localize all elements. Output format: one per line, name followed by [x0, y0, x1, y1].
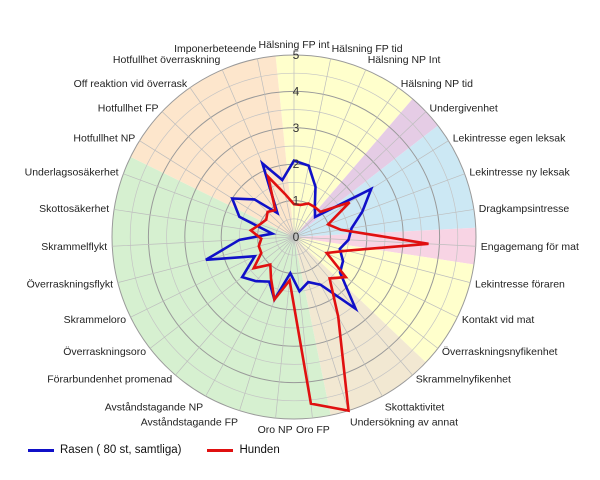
- spoke-30: [257, 58, 295, 238]
- sector-background-0: [275, 55, 413, 238]
- spoke-20: [149, 236, 295, 349]
- spoke-7: [293, 209, 474, 238]
- category-label-24: Skottosäkerhet: [39, 203, 109, 215]
- category-label-20: Överraskningsoro: [63, 346, 146, 358]
- category-label-29: Hotfullhet överraskning: [113, 54, 221, 66]
- category-label-22: Överraskningsflykt: [27, 278, 113, 290]
- spoke-14: [293, 236, 349, 411]
- sector-background-2: [294, 125, 476, 237]
- category-label-3: Hälsning NP tid: [401, 78, 473, 90]
- legend: Rasen ( 80 st, samtliga) Hunden: [28, 444, 280, 456]
- category-label-5: Lekintresse egen leksak: [453, 133, 566, 145]
- spoke-25: [123, 173, 295, 238]
- category-label-30: Imponerbeteende: [174, 43, 256, 55]
- tick-label-0: 0: [293, 230, 300, 244]
- series-line-0: [205, 159, 374, 313]
- category-label-26: Hotfullhet NP: [73, 133, 135, 145]
- tick-label-4: 4: [293, 84, 300, 98]
- category-label-7: Dragkampsintresse: [479, 203, 570, 215]
- category-label-19: Förarbundenhet promenad: [47, 373, 172, 385]
- category-label-4: Undergivenhet: [430, 103, 498, 115]
- category-label-28: Off reaktion vid överrask: [74, 78, 188, 90]
- tick-label-3: 3: [293, 121, 300, 135]
- spoke-24: [114, 209, 295, 238]
- category-label-0: Hälsning FP int: [258, 39, 329, 51]
- legend-item-hunden: Hunden: [207, 444, 280, 456]
- tick-label-1: 1: [293, 194, 300, 208]
- category-label-2: Hälsning NP Int: [368, 54, 441, 66]
- spoke-26: [139, 140, 295, 238]
- category-label-27: Hotfullhet FP: [98, 103, 159, 115]
- category-label-14: Undersökning av annat: [350, 416, 458, 428]
- category-label-6: Lekintresse ny leksak: [469, 167, 570, 179]
- spoke-18: [205, 236, 295, 397]
- series-line-1: [248, 172, 429, 413]
- category-label-9: Lekintresse föraren: [475, 278, 565, 290]
- spoke-19: [175, 236, 295, 376]
- category-label-11: Överraskningsnyfikenhet: [442, 346, 558, 358]
- tick-label-2: 2: [293, 157, 300, 171]
- category-label-8: Engagemang för mat: [481, 241, 579, 253]
- spoke-17: [239, 236, 295, 411]
- sector-background-6: [112, 156, 331, 419]
- category-label-17: Avståndstagande FP: [141, 416, 238, 428]
- spoke-8: [293, 236, 476, 247]
- category-label-23: Skrammelflykt: [41, 241, 107, 253]
- spoke-6: [293, 173, 465, 238]
- spoke-10: [293, 236, 458, 318]
- spoke-2: [293, 69, 367, 238]
- category-label-15: Oro FP: [296, 424, 330, 436]
- category-label-1: Hälsning FP tid: [332, 43, 403, 55]
- spoke-16: [275, 236, 295, 419]
- spoke-29: [221, 69, 295, 238]
- legend-label-rasen: Rasen ( 80 st, samtliga): [60, 444, 182, 456]
- sector-background-5: [294, 237, 426, 416]
- legend-swatch-rasen: [28, 448, 54, 452]
- category-label-21: Skrammeloro: [64, 314, 127, 326]
- legend-label-hunden: Hunden: [239, 444, 280, 456]
- sector-background-3: [294, 227, 477, 265]
- legend-swatch-hunden: [207, 448, 234, 452]
- category-label-13: Skottaktivitet: [385, 402, 445, 414]
- sector-background-7: [130, 55, 294, 238]
- spoke-27: [161, 111, 295, 238]
- spoke-21: [130, 236, 295, 318]
- spoke-11: [293, 236, 439, 349]
- spoke-1: [293, 58, 331, 238]
- category-label-10: Kontakt vid mat: [462, 314, 534, 326]
- category-label-12: Skrammelnyfikenhet: [416, 373, 511, 385]
- legend-item-rasen: Rasen ( 80 st, samtliga): [28, 444, 181, 456]
- tick-label-5: 5: [293, 48, 300, 62]
- spoke-3: [293, 87, 399, 238]
- category-label-16: Oro NP: [258, 424, 293, 436]
- category-label-25: Underlagsosäkerhet: [25, 167, 119, 179]
- spoke-9: [293, 236, 471, 283]
- spoke-23: [112, 236, 295, 247]
- category-label-18: Avståndstagande NP: [105, 402, 203, 414]
